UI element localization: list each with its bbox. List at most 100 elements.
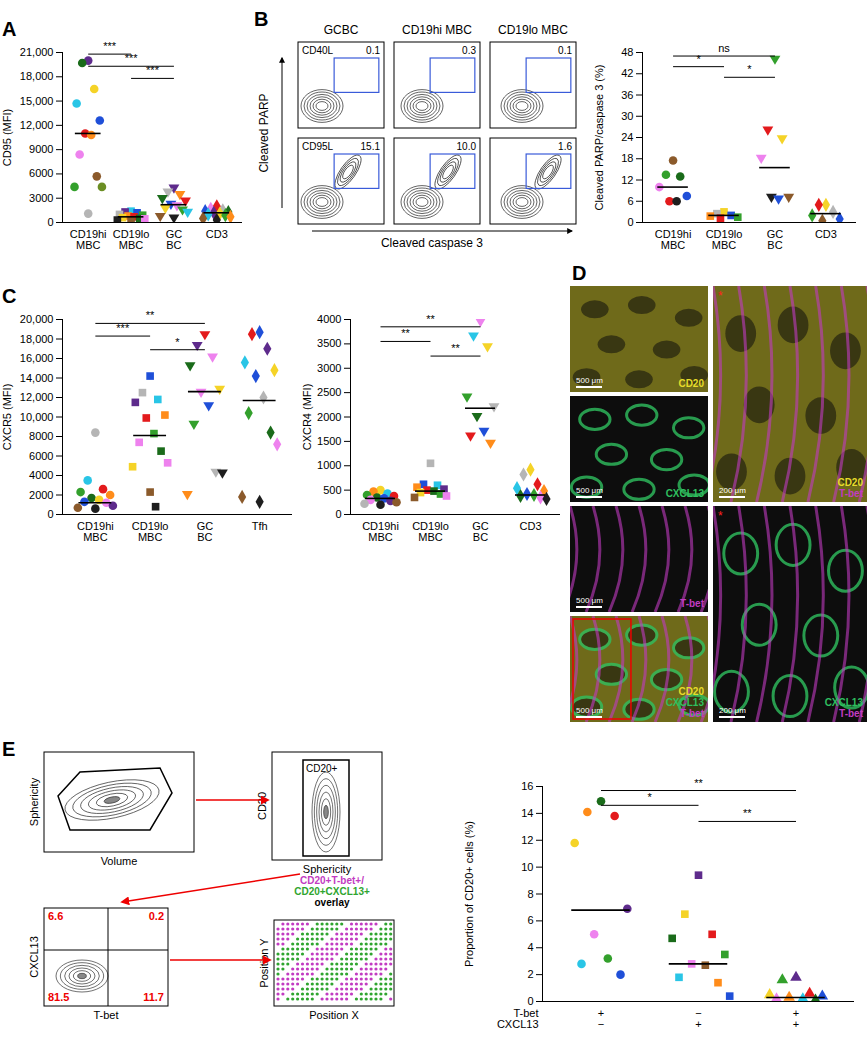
svg-text:ns: ns <box>718 42 730 54</box>
svg-text:GCBC: GCBC <box>197 520 214 543</box>
svg-text:0: 0 <box>47 508 53 520</box>
svg-text:30: 30 <box>621 110 633 122</box>
svg-text:200 μm: 200 μm <box>719 486 746 495</box>
svg-text:CD19loMBC: CD19loMBC <box>412 520 449 543</box>
svg-text:0: 0 <box>47 216 53 228</box>
svg-text:12,000: 12,000 <box>20 391 54 403</box>
svg-text:2: 2 <box>527 968 533 980</box>
svg-text:500 μm: 500 μm <box>576 486 603 495</box>
svg-text:0: 0 <box>335 508 341 520</box>
svg-text:0.2: 0.2 <box>149 910 164 922</box>
svg-text:3500: 3500 <box>317 337 341 349</box>
svg-text:20,000: 20,000 <box>20 313 54 325</box>
svg-text:CXCR4 (MFI): CXCR4 (MFI) <box>301 384 313 451</box>
svg-text:6: 6 <box>527 914 533 926</box>
svg-text:**: ** <box>426 313 435 325</box>
svg-text:CD95L: CD95L <box>302 141 334 152</box>
svg-text:T-bet: T-bet <box>93 1009 118 1021</box>
svg-text:CD20+T-bet+/: CD20+T-bet+/ <box>300 875 364 886</box>
svg-text:1.6: 1.6 <box>558 141 572 152</box>
svg-text:Proportion of CD20+ cells (%): Proportion of CD20+ cells (%) <box>463 821 475 967</box>
svg-text:***: *** <box>125 52 139 64</box>
svg-text:CD3: CD3 <box>206 228 228 240</box>
svg-text:CD19hiMBC: CD19hiMBC <box>362 520 399 543</box>
svg-text:48: 48 <box>621 46 633 58</box>
svg-text:0.1: 0.1 <box>366 45 380 56</box>
svg-text:*: * <box>718 289 723 303</box>
svg-text:500 μm: 500 μm <box>576 596 603 605</box>
svg-text:4000: 4000 <box>29 469 53 481</box>
svg-text:*: * <box>696 53 701 65</box>
svg-text:CD20: CD20 <box>678 378 704 389</box>
svg-text:2000: 2000 <box>317 411 341 423</box>
svg-text:**: ** <box>401 327 410 339</box>
svg-text:CD40L: CD40L <box>302 45 334 56</box>
svg-text:Sphericity: Sphericity <box>28 777 40 826</box>
svg-text:CD19loMBC: CD19loMBC <box>113 228 150 251</box>
svg-text:Cleaved PARP/caspase 3 (%): Cleaved PARP/caspase 3 (%) <box>593 65 605 211</box>
svg-text:6000: 6000 <box>29 450 53 462</box>
svg-text:42: 42 <box>621 67 633 79</box>
svg-text:10,000: 10,000 <box>20 411 54 423</box>
svg-text:CD3: CD3 <box>815 228 837 240</box>
svg-text:++: ++ <box>793 1007 799 1030</box>
svg-text:GCBC: GCBC <box>472 520 489 543</box>
svg-text:CXCL13: CXCL13 <box>825 697 864 708</box>
svg-text:6: 6 <box>627 195 633 207</box>
svg-text:Cleaved caspase 3: Cleaved caspase 3 <box>381 236 483 250</box>
svg-text:8000: 8000 <box>29 430 53 442</box>
svg-text:CXCL13: CXCL13 <box>666 488 705 499</box>
svg-text:500 μm: 500 μm <box>576 706 603 715</box>
svg-text:0: 0 <box>527 995 533 1007</box>
svg-text:CD20: CD20 <box>678 686 704 697</box>
svg-text:81.5: 81.5 <box>48 991 69 1003</box>
svg-text:CD20+: CD20+ <box>306 763 338 774</box>
svg-text:18,000: 18,000 <box>20 70 54 82</box>
svg-text:Cleaved PARP: Cleaved PARP <box>257 93 271 172</box>
svg-text:500: 500 <box>323 484 341 496</box>
svg-text:11.7: 11.7 <box>143 991 164 1003</box>
svg-text:CXCL13: CXCL13 <box>666 697 705 708</box>
svg-text:CXCL13: CXCL13 <box>497 1018 539 1030</box>
svg-text:1000: 1000 <box>317 459 341 471</box>
svg-text:T-bet: T-bet <box>680 598 705 609</box>
svg-text:CD95 (MFI): CD95 (MFI) <box>1 109 13 166</box>
svg-text:Position Y: Position Y <box>258 938 270 988</box>
svg-text:14,000: 14,000 <box>20 372 54 384</box>
svg-text:4: 4 <box>527 941 533 953</box>
svg-text:CD19hi MBC: CD19hi MBC <box>402 23 472 37</box>
svg-text:***: *** <box>146 64 160 76</box>
svg-text:GCBC: GCBC <box>166 228 183 251</box>
svg-text:15,000: 15,000 <box>20 95 54 107</box>
svg-text:CD19hiMBC: CD19hiMBC <box>77 520 114 543</box>
svg-text:*: * <box>648 791 653 803</box>
svg-text:16,000: 16,000 <box>20 352 54 364</box>
svg-text:T-bet: T-bet <box>680 708 705 719</box>
svg-text:*: * <box>175 336 180 348</box>
svg-text:3000: 3000 <box>29 192 53 204</box>
svg-text:Tfh: Tfh <box>252 520 268 532</box>
svg-text:*: * <box>747 63 752 75</box>
svg-text:Sphericity: Sphericity <box>303 863 352 875</box>
svg-text:16: 16 <box>521 780 533 792</box>
svg-text:***: *** <box>103 40 117 52</box>
svg-text:0.3: 0.3 <box>462 45 476 56</box>
svg-text:T-bet: T-bet <box>839 488 864 499</box>
svg-text:*: * <box>718 509 723 523</box>
svg-text:CD19loMBC: CD19loMBC <box>706 228 743 251</box>
svg-text:CD20: CD20 <box>837 477 863 488</box>
svg-text:CXCL13: CXCL13 <box>28 936 40 978</box>
svg-text:GCBC: GCBC <box>767 228 784 251</box>
svg-text:6.6: 6.6 <box>48 910 63 922</box>
svg-text:−+: −+ <box>695 1007 701 1030</box>
svg-text:3000: 3000 <box>317 362 341 374</box>
svg-text:14: 14 <box>521 807 533 819</box>
svg-text:**: ** <box>146 309 155 321</box>
svg-text:Volume: Volume <box>101 855 138 867</box>
svg-text:200 μm: 200 μm <box>719 706 746 715</box>
svg-text:CD20: CD20 <box>256 792 268 820</box>
svg-text:CD3: CD3 <box>519 520 541 532</box>
svg-text:***: *** <box>116 322 130 334</box>
svg-text:CD19hiMBC: CD19hiMBC <box>655 228 692 251</box>
svg-text:CD19loMBC: CD19loMBC <box>132 520 169 543</box>
